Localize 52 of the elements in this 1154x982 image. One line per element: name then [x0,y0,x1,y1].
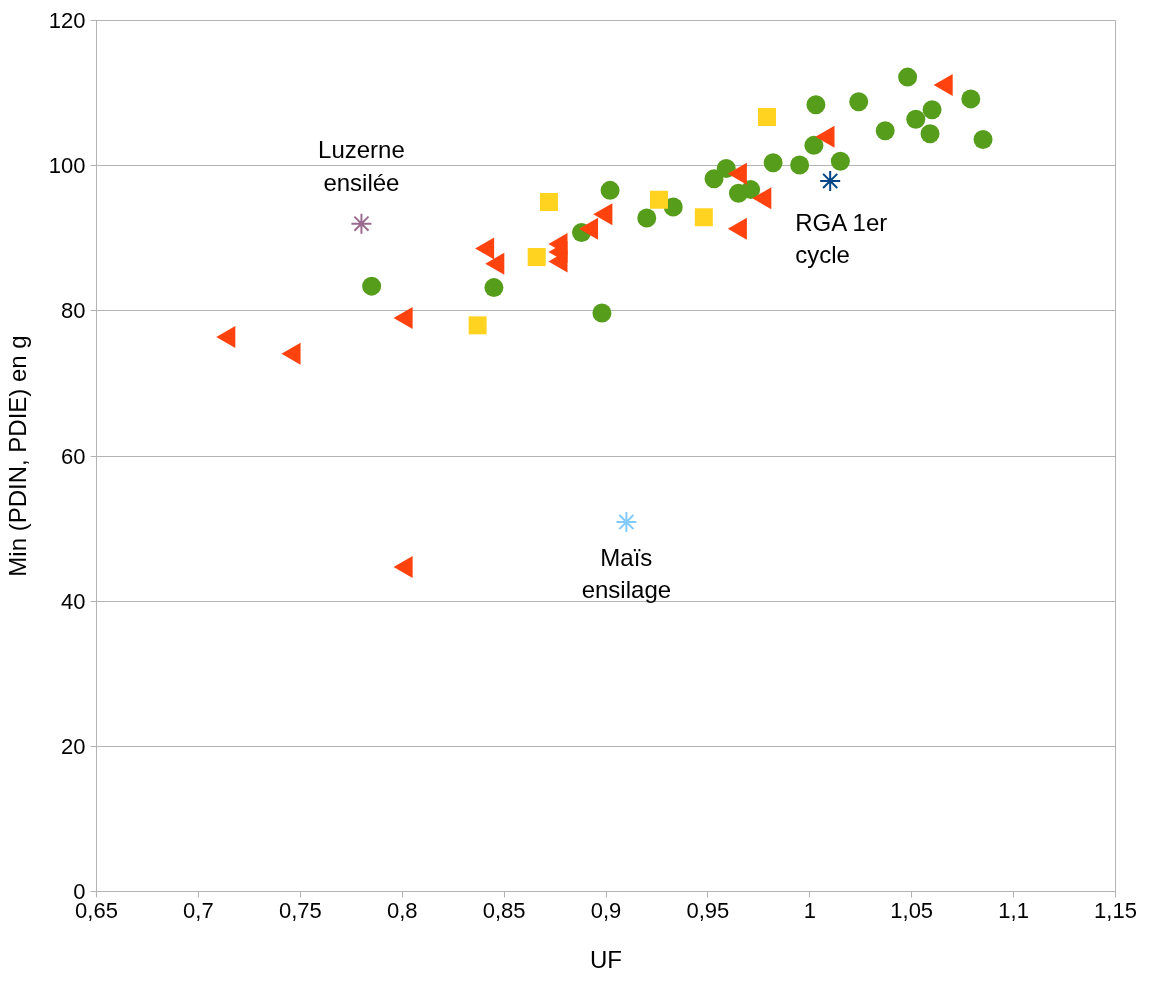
point [741,180,761,200]
point [758,108,776,127]
annotation: RGA 1er cycle [795,208,888,269]
x-tick-label: 1,15 [1094,897,1137,923]
x-tick-label: 0,8 [386,897,418,923]
point [920,124,940,144]
point [600,180,620,200]
point [350,212,373,235]
point [592,303,612,323]
point [527,248,546,267]
point [973,130,993,150]
point [704,169,724,189]
point [898,67,918,87]
point [716,159,736,179]
point [830,151,850,171]
y-tick-label: 60 [61,443,86,469]
x-tick-label: 0,95 [686,897,730,923]
x-tick-label: 0,75 [278,897,322,923]
annotation: Maïs ensilage [581,544,672,604]
y-axis-title: Min (PDIN, PDIE) en g [3,335,31,577]
point [906,109,926,129]
point [468,316,487,335]
x-axis-title: UF [590,945,622,973]
x-tick-label: 0,7 [183,897,214,923]
point [694,208,713,227]
point [804,135,824,155]
point [790,155,810,175]
point [849,92,869,112]
y-tick-label: 80 [61,298,86,324]
point [763,153,783,173]
x-tick-label: 1,05 [890,897,934,923]
point [875,121,895,141]
y-tick-label: 20 [61,733,86,759]
y-tick-label: 0 [73,879,86,904]
y-tick-label: 40 [61,588,86,614]
point [615,511,638,534]
annotation: Luzerne ensilée [318,136,405,196]
x-tick-label: 1 [803,897,816,923]
point [819,169,842,192]
point [649,190,668,209]
point [484,278,504,298]
x-tick-label: 0,85 [482,897,526,923]
y-tick-label: 120 [48,8,86,33]
y-tick-label: 100 [48,153,86,179]
point [922,100,942,120]
point [539,192,558,211]
point [362,276,382,296]
x-tick-label: 0,9 [590,897,622,923]
point [637,208,657,228]
point [961,89,981,109]
x-tick-label: 1,1 [998,897,1029,923]
point [806,95,826,115]
